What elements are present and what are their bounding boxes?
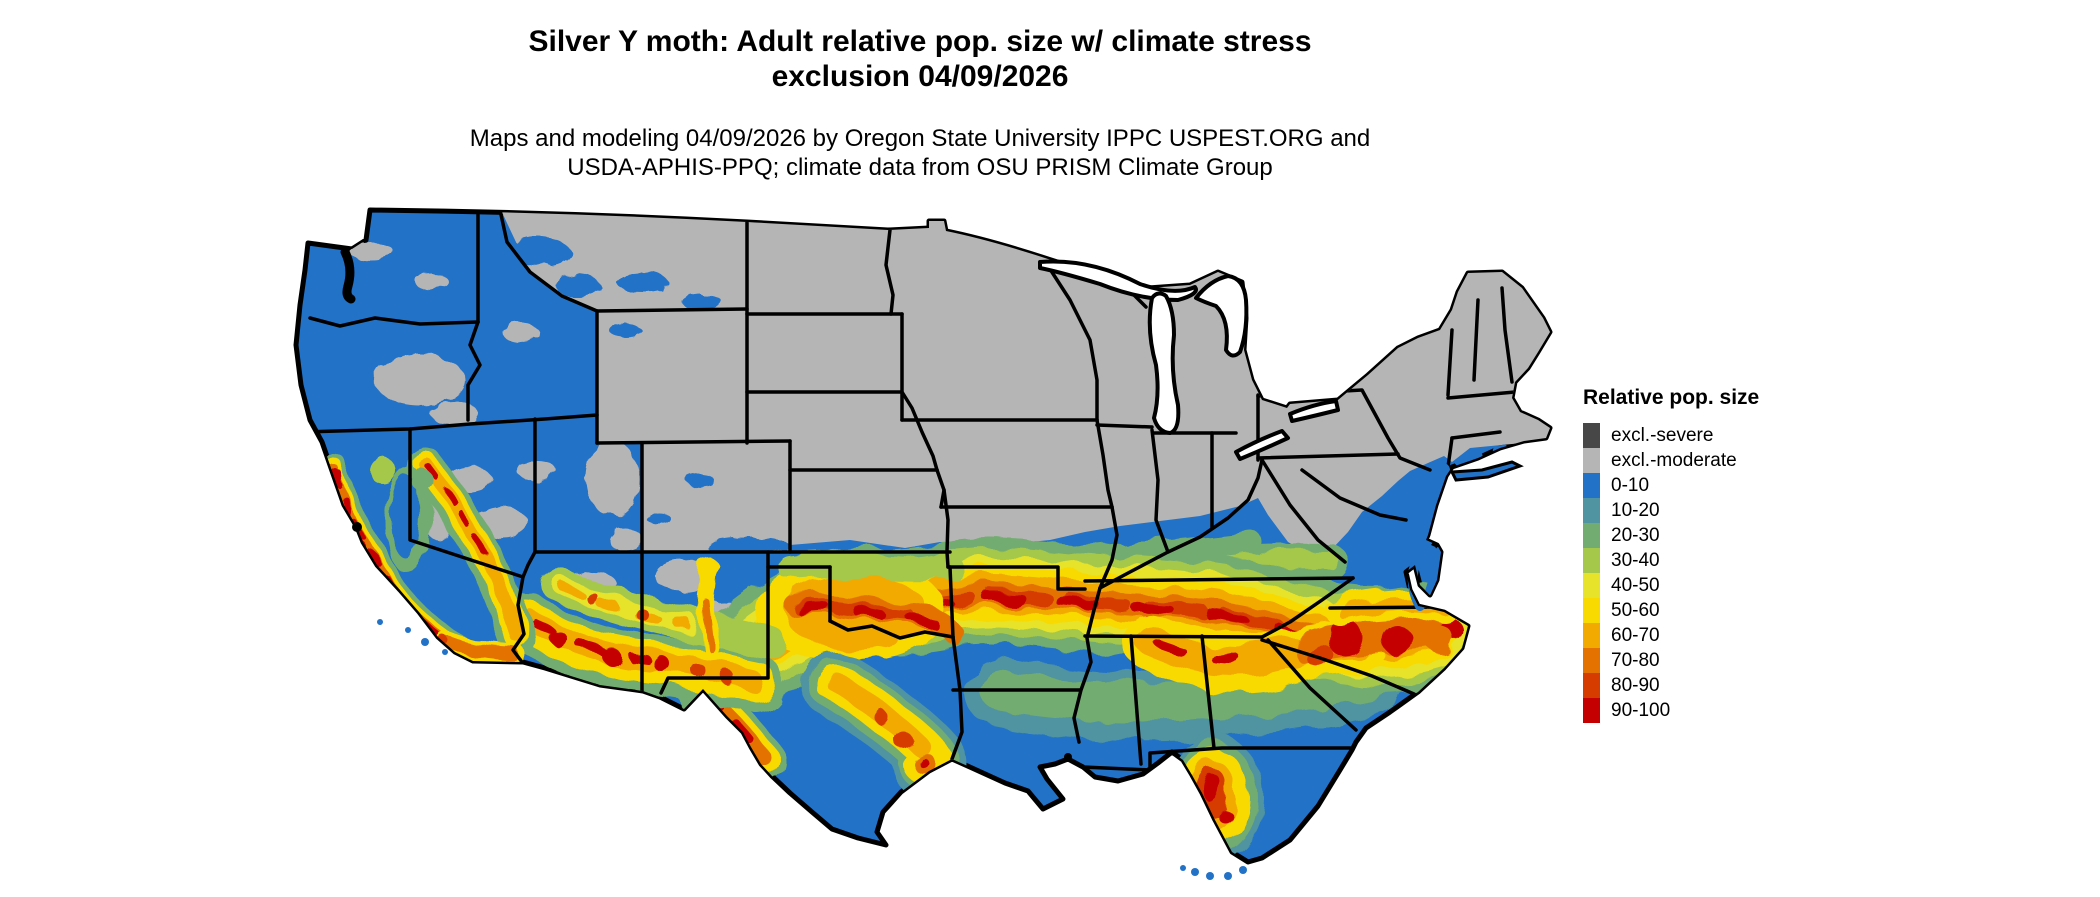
lake-erie	[1234, 429, 1290, 461]
legend-swatch	[1583, 448, 1600, 473]
map-subtitle-line1: Maps and modeling 04/09/2026 by Oregon S…	[469, 125, 1371, 152]
florida-keys	[1180, 865, 1247, 880]
legend-label: 90-100	[1611, 700, 1671, 721]
legend-swatch	[1583, 548, 1600, 573]
legend-swatch	[1583, 698, 1600, 723]
header: Silver Y moth: Adult relative pop. size …	[0, 24, 1840, 182]
legend-swatch	[1583, 473, 1600, 498]
long-island	[1449, 460, 1524, 482]
legend-row: excl.-moderate	[1583, 448, 1883, 473]
san-francisco-bay	[352, 522, 362, 532]
great-lakes	[1038, 259, 1340, 461]
legend-swatch	[1583, 648, 1600, 673]
legend-row: 30-40	[1583, 548, 1883, 573]
legend: Relative pop. size excl.-severe excl.-mo…	[1583, 386, 1883, 723]
legend-rows: excl.-severe excl.-moderate 0-10 10-20 2…	[1583, 423, 1883, 723]
legend-row: 90-100	[1583, 698, 1883, 723]
legend-label: 70-80	[1611, 650, 1660, 671]
legend-swatch	[1583, 573, 1600, 598]
legend-swatch	[1583, 623, 1600, 648]
channel-islands	[377, 619, 448, 655]
lake-huron	[1194, 274, 1249, 358]
map-title-line2: exclusion 04/09/2026	[771, 60, 1069, 93]
legend-label: excl.-severe	[1611, 425, 1714, 446]
legend-label: 50-60	[1611, 600, 1660, 621]
legend-swatch	[1583, 423, 1600, 448]
legend-row: excl.-severe	[1583, 423, 1883, 448]
map-subtitle: Maps and modeling 04/09/2026 by Oregon S…	[0, 124, 1840, 182]
lake-superior	[1038, 259, 1198, 302]
legend-swatch	[1583, 598, 1600, 623]
legend-label: 60-70	[1611, 625, 1660, 646]
lake-ontario	[1288, 399, 1340, 423]
legend-title: Relative pop. size	[1583, 386, 1760, 409]
legend-label: 0-10	[1611, 475, 1650, 496]
legend-swatch	[1583, 673, 1600, 698]
legend-row: 60-70	[1583, 623, 1883, 648]
coast-details	[340, 247, 1247, 880]
legend-row: 80-90	[1583, 673, 1883, 698]
legend-swatch	[1583, 523, 1600, 548]
puget-sound	[340, 247, 356, 304]
legend-label: 10-20	[1611, 500, 1660, 521]
state-borders	[300, 210, 1517, 772]
legend-label: excl.-moderate	[1611, 450, 1737, 471]
legend-label: 80-90	[1611, 675, 1660, 696]
mobile-bay	[1064, 753, 1072, 761]
map-title-line1: Silver Y moth: Adult relative pop. size …	[528, 25, 1312, 58]
legend-label: 40-50	[1611, 575, 1660, 596]
map-subtitle-line2: USDA-APHIS-PPQ; climate data from OSU PR…	[567, 154, 1273, 181]
legend-label: 20-30	[1611, 525, 1660, 546]
legend-row: 70-80	[1583, 648, 1883, 673]
legend-row: 10-20	[1583, 498, 1883, 523]
excluded-moderate-region	[350, 210, 1550, 619]
legend-row: 40-50	[1583, 573, 1883, 598]
legend-swatch	[1583, 498, 1600, 523]
legend-row: 0-10	[1583, 473, 1883, 498]
legend-label: 30-40	[1611, 550, 1660, 571]
legend-row: 50-60	[1583, 598, 1883, 623]
map-title: Silver Y moth: Adult relative pop. size …	[0, 24, 1840, 94]
legend-row: 20-30	[1583, 523, 1883, 548]
lake-michigan	[1147, 291, 1181, 435]
